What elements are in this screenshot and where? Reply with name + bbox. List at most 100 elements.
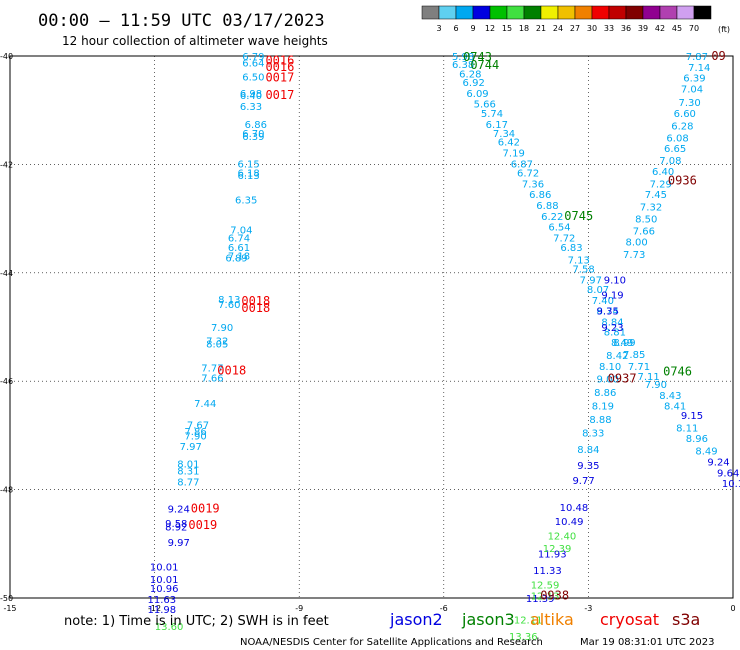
x-tick-label: -9 — [295, 604, 303, 613]
colorbar-tick-label: 39 — [638, 24, 648, 33]
wave-height-label: 7.19 — [503, 148, 525, 159]
wave-height-label: 6.35 — [235, 196, 257, 207]
wave-height-label: 6.28 — [459, 69, 481, 80]
wave-height-label: 8.49 — [695, 447, 717, 458]
wave-height-label: 7.77 — [201, 364, 223, 375]
wave-height-label: 9.24 — [707, 457, 729, 468]
y-tick-label: -44 — [0, 269, 13, 278]
pass-time-label: 0937 — [608, 371, 637, 385]
wave-height-label: 10.01 — [150, 575, 179, 586]
wave-height-label: 8.86 — [594, 388, 616, 399]
colorbar-swatch — [506, 5, 525, 20]
pass-time-label: 0743 — [463, 50, 492, 64]
wave-height-label: 6.70 — [242, 129, 264, 140]
x-tick-label: 0 — [730, 604, 735, 613]
y-tick-label: -46 — [0, 377, 13, 386]
x-tick-label: -6 — [440, 604, 448, 613]
colorbar-tick-label: 18 — [519, 24, 529, 33]
colorbar-swatch — [591, 5, 610, 20]
footnote-note: note: 1) Time is in UTC; 2) SWH is in fe… — [64, 614, 329, 629]
wave-height-label: 11.63 — [148, 595, 177, 606]
wave-height-label: 5.66 — [474, 100, 496, 111]
colorbar-tick-label: 15 — [502, 24, 512, 33]
colorbar-tick-label: 24 — [553, 24, 563, 33]
colorbar-swatch — [693, 5, 712, 20]
wave-height-label: 7.86 — [184, 427, 206, 438]
colorbar-swatch — [438, 5, 457, 20]
wave-height-label: 8.05 — [206, 339, 228, 350]
colorbar-tick-label: 27 — [570, 24, 580, 33]
pass-time-label: 0018 — [241, 301, 270, 315]
wave-height-label: 7.90 — [211, 323, 233, 334]
wave-height-label: 7.32 — [206, 337, 228, 348]
wave-height-label: 6.50 — [242, 73, 264, 84]
wave-height-label: 13.60 — [155, 622, 184, 633]
pass-time-label: 0016 — [265, 53, 294, 67]
wave-height-label: 6.28 — [671, 121, 693, 132]
wave-height-label: 8.43 — [659, 391, 681, 402]
wave-height-label: 9.23 — [601, 323, 623, 334]
wave-height-label: 7.66 — [633, 227, 655, 238]
colorbar-tick-label: 21 — [536, 24, 546, 33]
wave-height-label: 7.97 — [180, 442, 202, 453]
colorbar-tick-label: 42 — [655, 24, 665, 33]
colorbar-swatch — [642, 5, 661, 20]
wave-height-label: 12.59 — [531, 580, 560, 591]
wave-height-label: 8.19 — [592, 402, 614, 413]
wave-height-label: 6.88 — [536, 201, 558, 212]
colorbar-tick-label: 70 — [689, 24, 699, 33]
wave-height-label: 7.29 — [650, 179, 672, 190]
wave-height-label: 11.98 — [148, 605, 177, 616]
pass-time-label: 09 — [711, 49, 725, 63]
wave-height-label: 12.40 — [548, 532, 577, 543]
x-tick-label: -3 — [584, 604, 592, 613]
wave-height-label: 8.96 — [686, 434, 708, 445]
wave-height-label: 6.15 — [237, 159, 259, 170]
wave-height-label: 6.72 — [517, 169, 539, 180]
colorbar-swatch — [625, 5, 644, 20]
wave-height-label: 8.81 — [604, 327, 626, 338]
wave-height-label: 9.10 — [604, 275, 626, 286]
pass-time-label: 0019 — [188, 518, 217, 532]
pass-time-label: 0744 — [470, 58, 499, 72]
wave-height-label: 6.83 — [560, 243, 582, 254]
wave-height-label: 12.13 — [531, 591, 560, 602]
wave-height-label: 6.39 — [683, 74, 705, 85]
x-tick-label: -12 — [148, 604, 161, 613]
wave-height-label: 8.13 — [218, 295, 240, 306]
pass-time-label: 0745 — [564, 209, 593, 223]
wave-height-label: 6.40 — [652, 167, 674, 178]
pass-time-label: 0018 — [217, 363, 246, 377]
colorbar-swatch — [676, 5, 695, 20]
y-tick-label: -50 — [0, 594, 13, 603]
wave-height-label: 7.73 — [623, 250, 645, 261]
wave-height-label: 9.97 — [168, 538, 190, 549]
wave-height-label: 8.11 — [676, 423, 698, 434]
y-tick-label: -48 — [0, 486, 13, 495]
legend-cryosat: cryosat — [600, 610, 659, 629]
colorbar-unit: (ft) — [718, 25, 730, 34]
wave-height-label: 7.90 — [184, 431, 206, 442]
pass-time-label: 0746 — [663, 364, 692, 378]
wave-height-label: 9.35 — [597, 307, 619, 318]
wave-height-label: 11.39 — [526, 594, 555, 605]
y-tick-label: -42 — [0, 160, 13, 169]
wave-height-points: 6.796.646.506.986.406.336.866.706.396.15… — [148, 52, 740, 643]
plot-grid — [9, 55, 734, 599]
wave-height-label: 10.49 — [555, 517, 584, 528]
wave-height-label: 9.35 — [577, 461, 599, 472]
wave-height-label: 8.88 — [589, 415, 611, 426]
legend-jason3: jason3 — [461, 610, 515, 629]
wave-height-label: 6.74 — [228, 234, 250, 245]
pass-time-label: 0938 — [540, 588, 569, 602]
colorbar-tick-label: 12 — [485, 24, 495, 33]
wave-height-label: 13.36 — [509, 632, 538, 643]
legend-s3a: s3a — [672, 610, 700, 629]
colorbar-swatch — [540, 5, 559, 20]
wave-height-label: 12.39 — [543, 544, 572, 555]
colorbar-tick-label: 33 — [604, 24, 614, 33]
colorbar-swatch — [659, 5, 678, 20]
colorbar-swatch — [455, 5, 474, 20]
wave-height-label: 5.74 — [481, 109, 503, 120]
